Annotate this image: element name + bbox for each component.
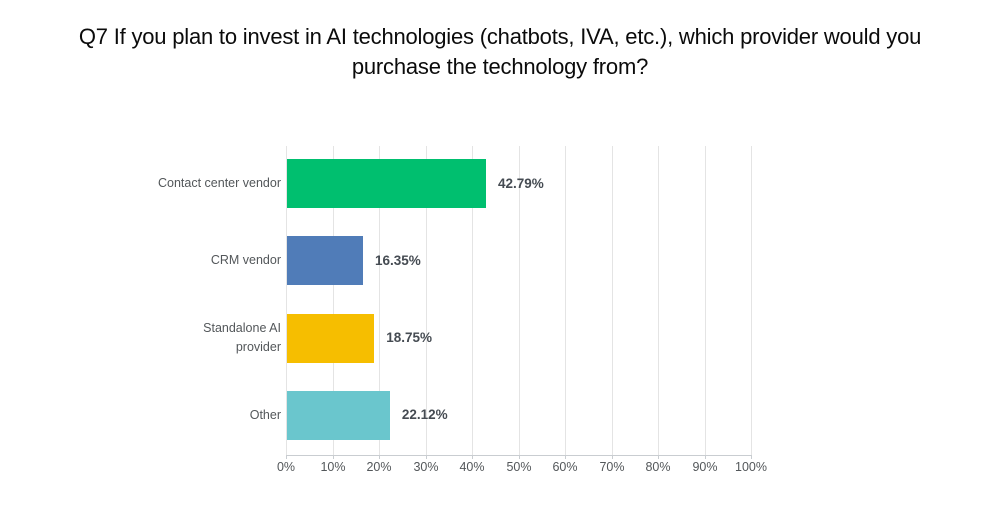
category-label: Contact center vendor	[158, 176, 281, 190]
bar-value-label: 42.79%	[497, 175, 544, 191]
category-label: CRM vendor	[210, 253, 281, 268]
gridline	[472, 146, 473, 455]
axis-tick	[519, 455, 520, 459]
bar-value-label: 16.35%	[375, 252, 421, 268]
axis-tick	[472, 455, 473, 459]
gridline	[658, 146, 659, 455]
horizontal-bar-chart: 0% 10% 20% 30% 40% 50% 60% 70% 80% 90% 100% Contact…	[0, 146, 1000, 491]
bar	[287, 313, 375, 363]
x-axis-tick-label: 0%	[276, 460, 296, 474]
axis-tick	[612, 455, 613, 459]
bar	[287, 390, 390, 440]
x-axis-tick-label: 90%	[692, 460, 718, 474]
plot-area	[286, 146, 752, 459]
gridline	[286, 146, 287, 455]
category-label: Other	[249, 407, 281, 422]
x-axis-tick-label: 100%	[735, 460, 767, 474]
gridline	[333, 146, 334, 455]
x-axis-tick-label: 80%	[645, 460, 671, 474]
axis-tick	[565, 455, 566, 459]
axis-tick	[658, 455, 659, 459]
chart-title-line-2: purchase the technology from?	[351, 54, 649, 79]
gridline	[379, 146, 380, 455]
gridline	[751, 146, 752, 455]
axis-tick	[426, 455, 427, 459]
axis-tick	[705, 455, 706, 459]
x-axis-tick-label: 40%	[459, 460, 485, 474]
bar	[287, 159, 486, 208]
chart-title-line-1: Q7 If you plan to invest in AI technolog…	[78, 24, 922, 49]
bar-value-label: 18.75%	[386, 330, 432, 345]
gridline	[612, 146, 613, 455]
chart-title: Q7 If you plan to invest in AI technolog…	[0, 22, 1000, 82]
bar	[287, 236, 364, 286]
axis-tick	[751, 455, 752, 459]
gridline	[565, 146, 566, 455]
gridline	[426, 146, 427, 455]
x-axis-tick-label: 30%	[413, 460, 439, 474]
axis-tick	[379, 455, 380, 459]
x-axis-tick-label: 50%	[506, 460, 532, 474]
axis-tick	[333, 455, 334, 459]
axis-tick	[286, 455, 287, 459]
category-label: Standalone AI provider	[203, 321, 281, 354]
x-axis-tick-label: 60%	[552, 460, 578, 474]
x-axis-tick-label: 20%	[366, 460, 392, 474]
x-axis-tick-label: 70%	[599, 460, 625, 474]
gridline	[705, 146, 706, 455]
x-axis-tick-label: 10%	[320, 460, 346, 474]
bar-value-label: 22.12%	[401, 407, 448, 423]
gridline	[519, 146, 520, 455]
